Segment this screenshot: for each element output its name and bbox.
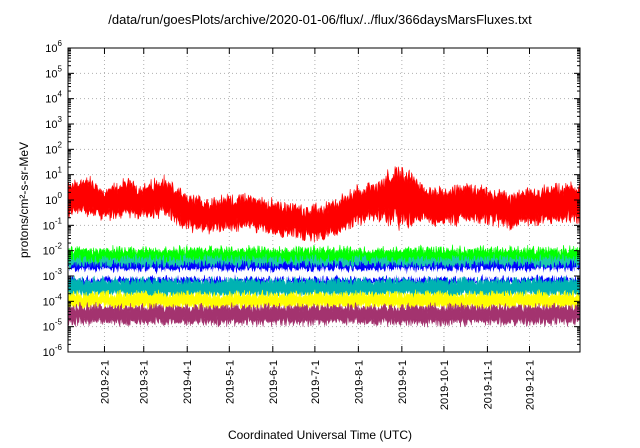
x-tick-label: 2019-7-1 bbox=[310, 360, 322, 404]
x-tick-label: 2019-8-1 bbox=[353, 360, 365, 404]
y-tick-label: 105 bbox=[45, 64, 62, 80]
y-tick-label: 10-4 bbox=[43, 292, 63, 308]
x-axis-label: Coordinated Universal Time (UTC) bbox=[227, 428, 413, 442]
y-tick-label: 101 bbox=[45, 166, 62, 182]
x-tick-label: 2019-5-1 bbox=[224, 360, 236, 404]
y-tick-label: 10-2 bbox=[43, 242, 63, 258]
x-tick-label: 2019-11-1 bbox=[482, 360, 494, 409]
y-tick-label: 10-5 bbox=[43, 318, 63, 334]
chart-title: /data/run/goesPlots/archive/2020-01-06/f… bbox=[108, 12, 532, 27]
x-tick-label: 2019-2-1 bbox=[99, 360, 111, 404]
y-tick-label: 106 bbox=[45, 39, 62, 55]
x-tick-label: 2019-9-1 bbox=[397, 360, 409, 404]
x-tick-label: 2019-12-1 bbox=[525, 360, 537, 410]
y-tick-label: 10-1 bbox=[43, 216, 63, 232]
y-axis-label: protons/cm²-s-sr-MeV bbox=[17, 141, 31, 259]
x-tick-label: 2019-6-1 bbox=[268, 360, 280, 404]
y-tick-label: 103 bbox=[45, 115, 62, 131]
x-tick-label: 2019-4-1 bbox=[182, 360, 194, 404]
y-tick-label: 10-6 bbox=[43, 343, 63, 359]
y-tick-label: 104 bbox=[45, 90, 62, 106]
y-tick-label: 100 bbox=[45, 191, 62, 207]
axes: 10-6 10-5 10-4 10-3 10-2 10-1 100 101 102 103 104 1… bbox=[43, 39, 581, 410]
series-layer bbox=[67, 166, 581, 328]
y-tick-label: 102 bbox=[45, 140, 62, 156]
x-tick-label: 2019-10-1 bbox=[439, 360, 451, 410]
series-band-1 bbox=[67, 166, 581, 243]
y-tick-label: 10-3 bbox=[43, 267, 63, 283]
x-tick-label: 2019-3-1 bbox=[139, 360, 151, 404]
